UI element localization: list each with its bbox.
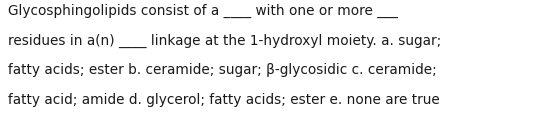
Text: fatty acid; amide d. glycerol; fatty acids; ester e. none are true: fatty acid; amide d. glycerol; fatty aci… <box>8 93 440 107</box>
Text: fatty acids; ester b. ceramide; sugar; β-glycosidic c. ceramide;: fatty acids; ester b. ceramide; sugar; β… <box>8 63 437 77</box>
Text: Glycosphingolipids consist of a ____ with one or more ___: Glycosphingolipids consist of a ____ wit… <box>8 4 398 18</box>
Text: residues in a(n) ____ linkage at the 1-hydroxyl moiety. a. sugar;: residues in a(n) ____ linkage at the 1-h… <box>8 33 441 48</box>
